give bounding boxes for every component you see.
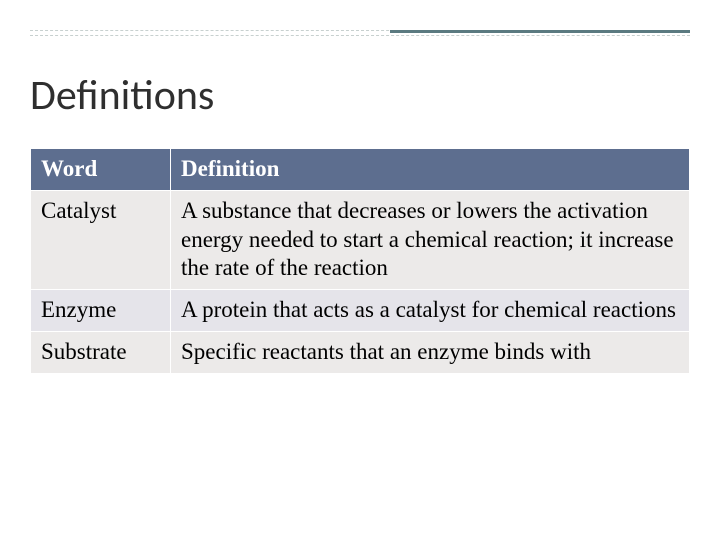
col-header-word: Word: [31, 149, 171, 191]
cell-definition: A protein that acts as a catalyst for ch…: [171, 290, 690, 332]
cell-definition: Specific reactants that an enzyme binds …: [171, 331, 690, 373]
table-row: Enzyme A protein that acts as a catalyst…: [31, 290, 690, 332]
definitions-table: Word Definition Catalyst A substance tha…: [30, 148, 690, 374]
decorative-rule: [30, 30, 690, 36]
decorative-dash-bottom: [30, 35, 690, 36]
table-header-row: Word Definition: [31, 149, 690, 191]
slide: Definitions Word Definition Catalyst A s…: [0, 0, 720, 540]
table-row: Catalyst A substance that decreases or l…: [31, 190, 690, 289]
col-header-definition: Definition: [171, 149, 690, 191]
table-row: Substrate Specific reactants that an enz…: [31, 331, 690, 373]
cell-word: Catalyst: [31, 190, 171, 289]
page-title: Definitions: [30, 70, 214, 121]
cell-word: Substrate: [31, 331, 171, 373]
decorative-solid-bar: [390, 30, 690, 33]
cell-definition: A substance that decreases or lowers the…: [171, 190, 690, 289]
cell-word: Enzyme: [31, 290, 171, 332]
